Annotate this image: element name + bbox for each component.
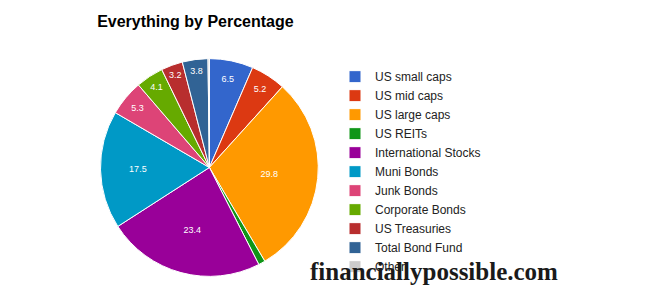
- svg-text:6.5: 6.5: [221, 74, 234, 84]
- svg-text:Corporate Bonds: Corporate Bonds: [375, 203, 466, 217]
- svg-text:Junk Bonds: Junk Bonds: [375, 184, 438, 198]
- svg-text:financiallypossible.com: financiallypossible.com: [310, 258, 558, 285]
- svg-text:International Stocks: International Stocks: [375, 146, 480, 160]
- svg-text:US large caps: US large caps: [375, 108, 450, 122]
- svg-text:US mid caps: US mid caps: [375, 89, 443, 103]
- svg-text:Total Bond Fund: Total Bond Fund: [375, 241, 462, 255]
- svg-text:4.1: 4.1: [150, 82, 163, 92]
- svg-text:Muni Bonds: Muni Bonds: [375, 165, 438, 179]
- svg-text:3.2: 3.2: [169, 70, 182, 80]
- svg-text:Everything by Percentage: Everything by Percentage: [97, 13, 294, 30]
- svg-text:Other: Other: [375, 260, 405, 274]
- svg-text:29.8: 29.8: [261, 169, 279, 179]
- svg-text:23.4: 23.4: [184, 225, 202, 235]
- svg-text:US small caps: US small caps: [375, 70, 452, 84]
- svg-text:5.3: 5.3: [131, 103, 144, 113]
- svg-text:US REITs: US REITs: [375, 127, 427, 141]
- svg-text:5.2: 5.2: [254, 84, 267, 94]
- svg-text:3.8: 3.8: [190, 66, 203, 76]
- svg-text:17.5: 17.5: [129, 164, 147, 174]
- svg-text:US Treasuries: US Treasuries: [375, 222, 451, 236]
